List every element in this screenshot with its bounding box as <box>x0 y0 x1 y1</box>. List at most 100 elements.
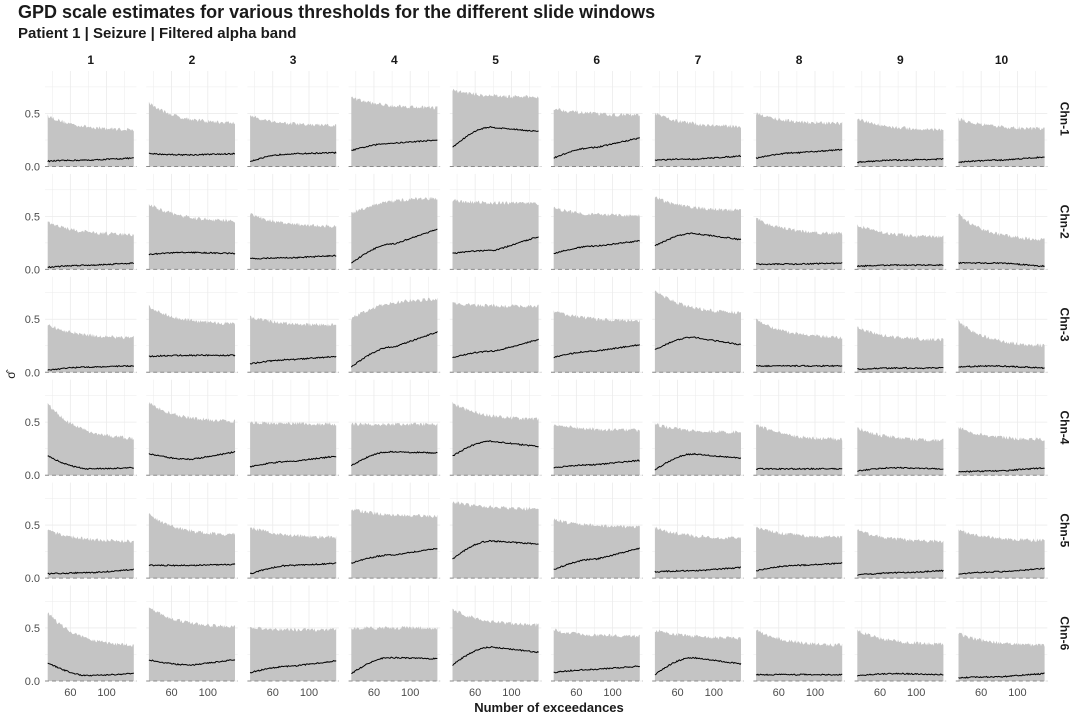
estimate-line <box>350 331 438 368</box>
y-tick-label: 0.0 <box>25 264 40 276</box>
ci-band <box>148 304 235 373</box>
column-label: 7 <box>695 53 702 67</box>
row-label: Chn-5 <box>1057 513 1071 547</box>
estimate-line <box>148 152 236 157</box>
ci-band <box>351 96 438 167</box>
x-axis-title: Number of exceedances <box>474 700 624 715</box>
estimate-line <box>654 336 742 350</box>
estimate-line <box>958 261 1045 268</box>
ci-band <box>452 608 539 681</box>
estimate-line <box>148 354 236 358</box>
column-label: 1 <box>87 53 94 67</box>
estimate-line <box>249 151 337 163</box>
estimate-line <box>755 148 843 159</box>
estimate-line <box>553 137 640 159</box>
estimate-line <box>856 263 944 268</box>
estimate-line <box>148 659 236 667</box>
x-tick-label: 100 <box>401 687 419 699</box>
x-tick-label: 60 <box>64 687 76 699</box>
estimate-line <box>452 126 539 148</box>
estimate-line <box>47 568 135 576</box>
ci-band <box>857 629 944 681</box>
estimate-line <box>755 562 843 572</box>
column-label: 6 <box>593 53 600 67</box>
estimate-line <box>958 567 1045 575</box>
ci-band <box>756 112 843 167</box>
estimate-line <box>553 459 640 469</box>
ci-band <box>958 117 1045 167</box>
ci-band <box>351 508 438 579</box>
estimate-line <box>452 539 539 560</box>
ci-band <box>452 88 539 167</box>
row-label: Chn-1 <box>1057 102 1071 136</box>
ci-band <box>857 224 944 270</box>
ci-band <box>756 318 843 373</box>
y-axis-title: σ̂ <box>4 369 18 378</box>
ci-band <box>47 324 134 373</box>
ci-band <box>654 629 741 681</box>
row-label: Chn-2 <box>1057 205 1071 239</box>
ci-band <box>148 204 235 270</box>
chart-title: GPD scale estimates for various threshol… <box>18 2 656 22</box>
ci-band <box>756 526 843 579</box>
ci-band <box>553 628 640 681</box>
x-tick-label: 100 <box>502 687 520 699</box>
estimate-line <box>47 156 134 163</box>
y-tick-label: 0.0 <box>25 470 40 482</box>
y-tick-label: 0.0 <box>25 162 40 174</box>
y-tick-label: 0.5 <box>25 417 40 429</box>
column-label: 9 <box>897 53 904 67</box>
x-tick-label: 100 <box>199 687 217 699</box>
ci-band <box>756 217 843 270</box>
x-tick-label: 60 <box>773 687 785 699</box>
estimate-line <box>351 547 438 564</box>
ci-band <box>857 326 944 373</box>
ci-band <box>553 310 640 373</box>
estimate-line <box>452 236 539 255</box>
estimate-line <box>47 662 135 677</box>
estimate-line <box>958 466 1045 473</box>
x-tick-label: 100 <box>603 687 621 699</box>
y-tick-label: 0.5 <box>25 108 40 120</box>
ci-band <box>553 108 640 167</box>
ci-band <box>148 101 235 167</box>
ci-band <box>452 198 539 270</box>
estimate-line <box>47 455 134 471</box>
ci-band <box>250 115 337 167</box>
estimate-line <box>249 355 337 365</box>
ci-band <box>250 213 337 270</box>
ci-band <box>958 213 1045 270</box>
estimate-line <box>249 254 337 260</box>
estimate-line <box>47 364 135 371</box>
ci-band <box>250 315 337 373</box>
estimate-line <box>755 673 843 676</box>
estimate-line <box>148 251 236 256</box>
estimate-line <box>553 344 640 359</box>
estimate-line <box>452 646 539 666</box>
estimate-line <box>452 440 539 457</box>
x-tick-label: 100 <box>705 687 723 699</box>
x-tick-label: 100 <box>1008 687 1026 699</box>
estimate-line <box>958 364 1045 370</box>
ci-band <box>654 423 741 476</box>
column-label: 3 <box>290 53 297 67</box>
ci-band <box>857 427 944 476</box>
estimate-line <box>755 467 843 471</box>
ci-band <box>452 401 539 476</box>
ci-band <box>148 607 235 681</box>
ci-band <box>148 402 235 476</box>
row-label: Chn-4 <box>1057 410 1071 444</box>
column-label: 10 <box>995 53 1009 67</box>
estimate-line <box>654 656 742 676</box>
ci-band <box>756 424 843 476</box>
x-tick-label: 100 <box>907 687 925 699</box>
estimate-line <box>47 261 134 269</box>
estimate-line <box>452 338 539 359</box>
y-tick-label: 0.0 <box>25 367 40 379</box>
estimate-line <box>857 569 944 576</box>
estimate-line <box>654 232 742 247</box>
x-tick-label: 60 <box>368 687 380 699</box>
column-label: 5 <box>492 53 499 67</box>
ci-band <box>857 529 944 579</box>
